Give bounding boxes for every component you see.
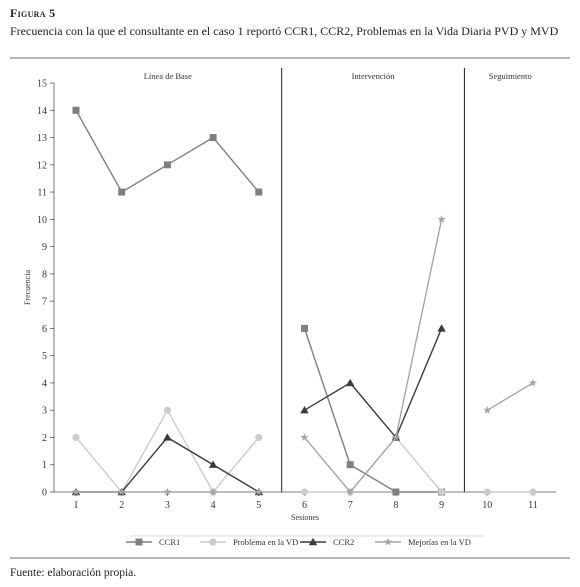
y-tick-label: 10 [37, 215, 47, 226]
data-point [300, 488, 309, 496]
y-tick-label: 11 [37, 188, 47, 199]
y-tick-label: 14 [37, 106, 47, 117]
x-tick-label: 2 [119, 500, 124, 511]
x-tick-label: 7 [348, 500, 353, 511]
series-line [304, 328, 443, 439]
phase-layer: Línea de Base Intervención Seguimiento [144, 68, 532, 492]
data-point [208, 460, 218, 468]
y-axis-title: Frecuencia [23, 270, 32, 306]
data-point [72, 487, 80, 496]
y-tick-label: 9 [42, 242, 47, 253]
data-point [163, 161, 171, 169]
series-line [76, 436, 260, 493]
data-point [438, 488, 446, 496]
x-tick-label: 4 [211, 500, 216, 511]
legend-swatch-marker [209, 538, 217, 546]
data-point [437, 324, 446, 332]
data-point [163, 406, 171, 414]
y-tick-label: 1 [42, 460, 47, 471]
y-tick-label: 6 [42, 324, 47, 335]
data-point [163, 433, 172, 441]
series-3 [72, 215, 537, 496]
y-tick-label: 5 [42, 351, 47, 362]
data-point [209, 487, 218, 496]
x-tick-label: 5 [256, 500, 261, 511]
legend-swatch-marker [135, 538, 143, 546]
data-point [72, 433, 80, 442]
x-tick-label: 3 [165, 500, 170, 511]
series-line [486, 382, 534, 411]
y-tick-label: 0 [42, 488, 47, 499]
figure-title: Frecuencia con la que el consultante en … [10, 24, 559, 38]
data-point [300, 406, 309, 414]
legend-label: Mejorías en la VD [408, 537, 471, 547]
y-tick-label: 3 [42, 406, 47, 417]
data-point [392, 488, 400, 496]
data-point [255, 433, 263, 442]
series-layer [71, 106, 537, 496]
data-point [346, 461, 354, 469]
legend-label: Problema en la VD [233, 537, 298, 547]
data-point [300, 433, 309, 441]
y-tick-label: 4 [42, 378, 47, 389]
series-2 [71, 324, 446, 496]
series-line [75, 109, 260, 194]
data-point [117, 487, 126, 496]
x-tick-label: 8 [393, 500, 398, 511]
data-point [118, 188, 126, 196]
data-point [529, 488, 537, 496]
x-tick-label: 9 [439, 500, 444, 511]
figure-source: Fuente: elaboración propia. [10, 567, 137, 579]
series-line [75, 408, 260, 494]
data-point [346, 378, 355, 387]
data-point [163, 487, 172, 496]
figure-label: Figura 5 [10, 6, 56, 20]
data-point [255, 188, 263, 196]
x-tick-label: 1 [74, 500, 79, 511]
y-tick-label: 12 [37, 160, 47, 171]
phase-label: Seguimiento [489, 71, 532, 81]
data-point [529, 378, 537, 387]
legend-swatch-marker [308, 537, 318, 546]
y-tick-label: 15 [37, 79, 47, 90]
phase-label: Línea de Base [144, 71, 192, 81]
x-tick-label: 6 [302, 500, 307, 511]
series-1 [72, 406, 537, 496]
data-point [391, 433, 400, 441]
y-tick-label: 2 [42, 433, 47, 444]
data-point [209, 134, 217, 142]
x-axis-title: Sesiones [291, 513, 319, 522]
phase-label: Intervención [352, 71, 396, 81]
data-point [437, 215, 446, 223]
y-tick-label: 13 [37, 133, 47, 144]
legend-label: CCR2 [333, 537, 354, 547]
legend-swatch-marker [384, 537, 392, 546]
x-tick-label: 11 [528, 500, 538, 511]
series-line [303, 219, 443, 494]
y-tick-label: 7 [42, 297, 47, 308]
data-point [254, 487, 263, 496]
x-tick-label: 10 [482, 500, 492, 511]
data-point [483, 406, 492, 414]
legend: CCR1 Problema en la VD CCR2 Mejorías en la … [126, 535, 484, 547]
legend-label: CCR1 [159, 537, 180, 547]
data-point [346, 487, 355, 496]
y-tick-label: 8 [42, 269, 47, 280]
data-point [483, 488, 491, 496]
data-point [301, 324, 308, 332]
data-point [72, 106, 80, 114]
